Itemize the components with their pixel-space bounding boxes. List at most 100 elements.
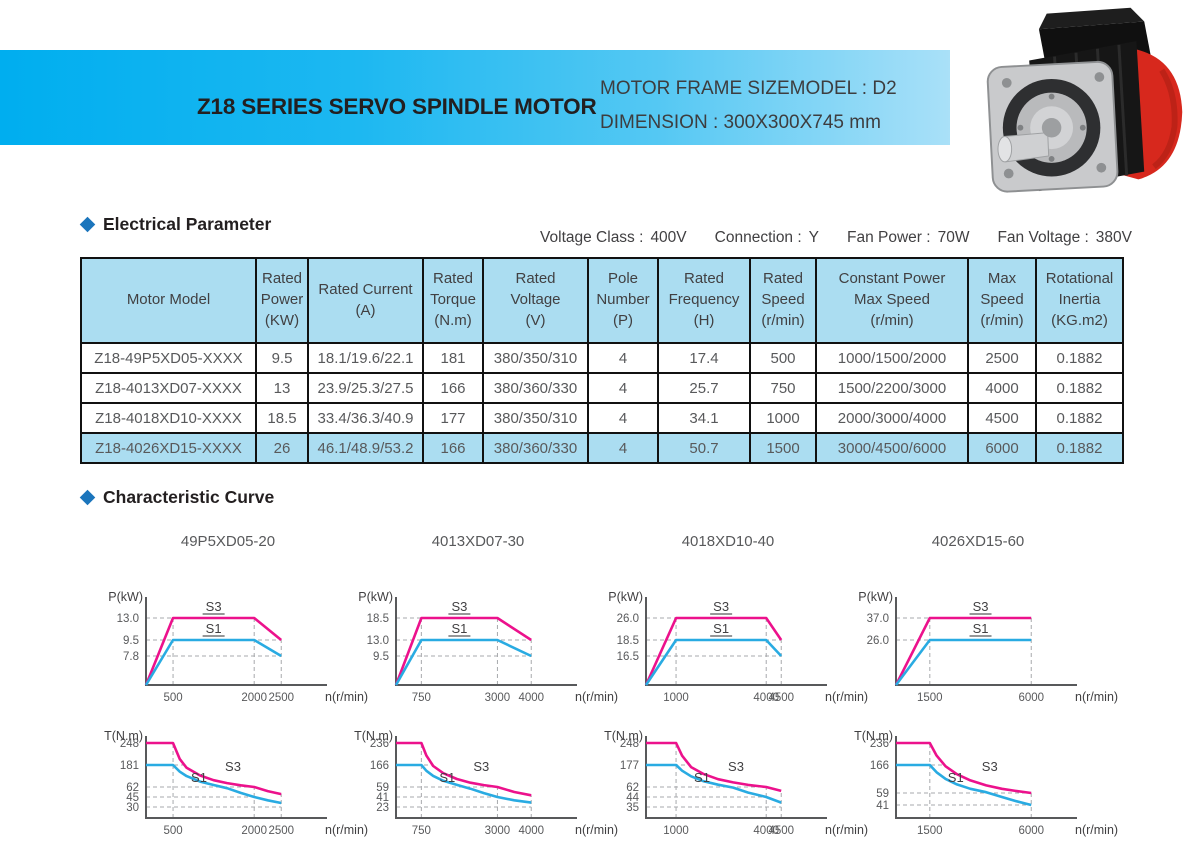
svg-text:3000: 3000 xyxy=(485,692,511,704)
svg-text:P(kW): P(kW) xyxy=(358,590,393,604)
table-cell: 23.9/25.3/27.5 xyxy=(307,372,424,404)
svg-text:9.5: 9.5 xyxy=(373,651,389,663)
svg-text:1500: 1500 xyxy=(917,825,943,837)
column-header: Pole Number (P) xyxy=(587,257,659,344)
svg-text:4500: 4500 xyxy=(768,692,794,704)
svg-text:7.8: 7.8 xyxy=(123,651,139,663)
table-cell: 3000/4500/6000 xyxy=(815,432,969,464)
table-row: Z18-4013XD07-XXXX 13 23.9/25.3/27.5 166 380/… xyxy=(80,372,1124,404)
table-cell: 4 xyxy=(587,342,659,374)
svg-text:177: 177 xyxy=(620,760,639,772)
svg-text:62: 62 xyxy=(626,782,639,794)
table-cell: 46.1/48.9/53.2 xyxy=(307,432,424,464)
table-cell: Z18-4013XD07-XXXX xyxy=(80,372,257,404)
dimension-line: DIMENSION : 300X300X745 mm xyxy=(600,112,881,133)
table-row: Z18-4018XD10-XXXX 18.5 33.4/36.3/40.9 177 38… xyxy=(80,402,1124,434)
table-cell: 4 xyxy=(587,402,659,434)
table-cell: 2500 xyxy=(967,342,1037,374)
svg-text:4000: 4000 xyxy=(753,825,779,837)
chart-group-title: 4013XD07-30 xyxy=(431,533,525,550)
power-chart-4026XD15-60: S3 S1 26.0 37.0 1500 6000 P(kW) n(r/min) xyxy=(858,590,1118,704)
svg-text:23: 23 xyxy=(376,802,389,814)
spec-item-fan-voltage: Fan Voltage :380V xyxy=(997,229,1132,246)
svg-text:P(kW): P(kW) xyxy=(858,590,893,604)
section-title-electrical: Electrical Parameter xyxy=(103,214,272,234)
svg-text:S3: S3 xyxy=(225,759,241,774)
svg-text:S1: S1 xyxy=(451,621,467,636)
table-cell: 33.4/36.3/40.9 xyxy=(307,402,424,434)
column-header: Rated Power (KW) xyxy=(255,257,309,344)
svg-text:4000: 4000 xyxy=(518,825,544,837)
table-row: Z18-4026XD15-XXXX 26 46.1/48.9/53.2 166 380/… xyxy=(80,432,1124,464)
svg-text:1000: 1000 xyxy=(663,825,689,837)
table-cell: 26 xyxy=(255,432,309,464)
table-cell: 166 xyxy=(422,372,484,404)
svg-text:166: 166 xyxy=(870,760,889,772)
table-cell: 0.1882 xyxy=(1035,372,1124,404)
table-cell: 4 xyxy=(587,432,659,464)
svg-text:13.0: 13.0 xyxy=(117,613,139,625)
svg-text:248: 248 xyxy=(620,738,639,750)
svg-text:n(r/min): n(r/min) xyxy=(325,823,368,837)
svg-text:9.5: 9.5 xyxy=(123,635,139,647)
svg-text:S3: S3 xyxy=(473,759,489,774)
torque-charts-row: S3 S1 30 45 62 181 248 500 2000 2500 T(N.m) n(r/min… xyxy=(0,729,1200,848)
svg-text:2000: 2000 xyxy=(241,825,267,837)
servo-motor-illustration xyxy=(986,7,1183,193)
svg-text:236: 236 xyxy=(370,738,389,750)
svg-text:n(r/min): n(r/min) xyxy=(825,690,868,704)
svg-text:n(r/min): n(r/min) xyxy=(825,823,868,837)
svg-text:30: 30 xyxy=(126,802,139,814)
spec-item-fan-power: Fan Power :70W xyxy=(847,229,970,246)
svg-text:41: 41 xyxy=(376,792,389,804)
motor-image xyxy=(950,0,1200,195)
svg-text:S1: S1 xyxy=(191,770,207,785)
table-cell: 1000 xyxy=(749,402,817,434)
frame-size-line: MOTOR FRAME SIZEMODEL : D2 xyxy=(600,78,897,99)
diamond-icon xyxy=(79,216,96,233)
svg-text:236: 236 xyxy=(870,738,889,750)
svg-text:T(N.m): T(N.m) xyxy=(104,729,143,743)
table-cell: 177 xyxy=(422,402,484,434)
svg-text:18.5: 18.5 xyxy=(617,635,639,647)
table-cell: Z18-4026XD15-XXXX xyxy=(80,432,257,464)
column-header: Rated Torque (N.m) xyxy=(422,257,484,344)
power-chart-49P5XD05-20: S3 S1 7.8 9.5 13.0 500 2000 2500 P(kW) n(r/min) xyxy=(108,590,368,704)
svg-text:T(N.m): T(N.m) xyxy=(854,729,893,743)
column-header: Rotational Inertia (KG.m2) xyxy=(1035,257,1124,344)
svg-text:44: 44 xyxy=(626,792,639,804)
power-charts-row: S3 S1 7.8 9.5 13.0 500 2000 2500 P(kW) n(r/min) S3… xyxy=(0,585,1200,720)
svg-text:500: 500 xyxy=(163,692,182,704)
column-header: Max Speed (r/min) xyxy=(967,257,1037,344)
spec-line: Voltage Class :400V Connection : Y Fan Powe… xyxy=(540,229,1132,247)
svg-text:4000: 4000 xyxy=(518,692,544,704)
svg-text:166: 166 xyxy=(370,760,389,772)
svg-text:26.0: 26.0 xyxy=(867,635,889,647)
svg-text:181: 181 xyxy=(120,760,139,772)
section-electrical-parameter: Electrical Parameter xyxy=(79,214,272,235)
svg-text:1500: 1500 xyxy=(917,692,943,704)
svg-text:3000: 3000 xyxy=(485,825,511,837)
table-cell: 0.1882 xyxy=(1035,342,1124,374)
table-cell: 166 xyxy=(422,432,484,464)
table-cell: 9.5 xyxy=(255,342,309,374)
svg-text:S1: S1 xyxy=(206,621,222,636)
table-cell: 0.1882 xyxy=(1035,432,1124,464)
svg-text:59: 59 xyxy=(376,782,389,794)
svg-text:2000: 2000 xyxy=(241,692,267,704)
svg-text:n(r/min): n(r/min) xyxy=(1075,690,1118,704)
svg-text:35: 35 xyxy=(626,802,639,814)
table-cell: 6000 xyxy=(967,432,1037,464)
column-header: Constant Power Max Speed (r/min) xyxy=(815,257,969,344)
column-header: Rated Speed (r/min) xyxy=(749,257,817,344)
svg-text:2500: 2500 xyxy=(268,825,294,837)
spec-item-connection: Connection :Y xyxy=(714,229,820,246)
svg-text:P(kW): P(kW) xyxy=(108,590,143,604)
table-cell: 380/350/310 xyxy=(482,342,589,374)
svg-text:S1: S1 xyxy=(713,621,729,636)
section-title-curve: Characteristic Curve xyxy=(103,487,275,507)
power-chart-4013XD07-30: S3 S1 9.5 13.0 18.5 750 3000 4000 P(kW) n(r/min) xyxy=(358,590,618,704)
